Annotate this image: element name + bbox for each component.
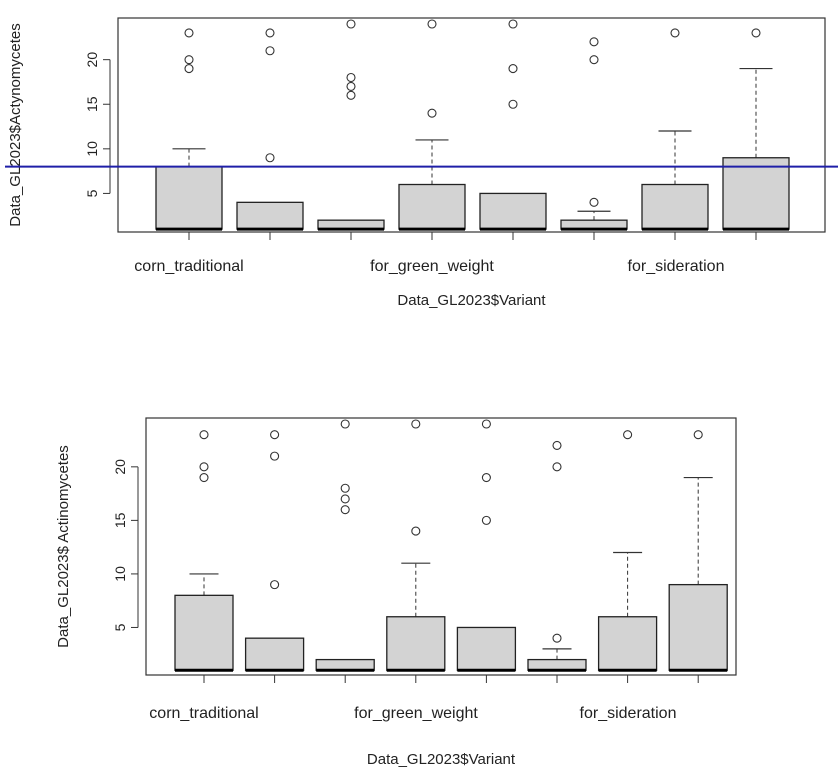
outlier-point — [265, 28, 275, 38]
y-tick-label: 10 — [112, 566, 128, 582]
plot-frame — [145, 417, 737, 676]
box-body — [722, 157, 790, 230]
outlier-point — [693, 430, 703, 440]
box-1 — [155, 28, 223, 231]
outlier-point — [199, 472, 209, 483]
box-4 — [398, 19, 466, 231]
outlier-point — [270, 430, 280, 440]
box-body — [527, 658, 587, 671]
x-tick-label: corn_traditional — [149, 705, 258, 722]
box-1 — [174, 430, 234, 672]
box-body — [315, 658, 375, 671]
y-tick-label: 15 — [112, 512, 128, 528]
box-6 — [560, 37, 628, 231]
outlier-point — [751, 28, 761, 38]
outlier-point — [589, 55, 599, 65]
outlier-point — [589, 197, 599, 207]
x-axis-title: Data_GL2023$Variant — [367, 751, 516, 768]
box-body — [398, 183, 466, 230]
box-body — [155, 166, 223, 230]
y-axis-title: Data_GL2023$Actynomycetes — [7, 23, 24, 226]
outlier-point — [411, 419, 421, 429]
boxplot-panel-2: 5 10 15 20 Data_GL2023$ Actinomycetes corn_tr… — [55, 417, 737, 768]
outlier-point — [508, 99, 518, 109]
x-tick-label: for_sideration — [580, 705, 677, 722]
box-5 — [456, 419, 517, 672]
outlier-point — [346, 90, 356, 100]
y-tick-label: 15 — [84, 96, 100, 112]
box-body — [456, 626, 517, 671]
y-axis-title: Data_GL2023$ Actinomycetes — [55, 445, 72, 648]
outlier-point — [340, 483, 350, 493]
box-3 — [315, 419, 375, 672]
outlier-point — [270, 451, 280, 461]
x-tick-label: for_green_weight — [370, 258, 494, 275]
box-4 — [386, 419, 446, 672]
plot-frame — [117, 17, 826, 233]
box-6 — [527, 440, 587, 672]
outlier-point — [346, 19, 356, 29]
box-body — [479, 192, 547, 230]
box-2 — [244, 430, 305, 672]
outlier-point — [346, 72, 356, 83]
outlier-point — [427, 108, 437, 118]
box-body — [386, 616, 446, 671]
box-body — [174, 594, 234, 671]
y-tick-label: 5 — [112, 623, 128, 631]
box-body — [641, 183, 709, 230]
outlier-point — [670, 28, 680, 38]
x-tick-label: for_sideration — [628, 258, 725, 275]
y-tick-label: 20 — [84, 52, 100, 68]
box-3 — [317, 19, 385, 231]
outlier-point — [265, 153, 275, 163]
outlier-point — [411, 526, 421, 536]
box-body — [597, 616, 658, 671]
outlier-point — [508, 19, 518, 29]
outlier-point — [427, 19, 437, 29]
outlier-point — [481, 472, 491, 483]
box-7 — [597, 430, 658, 672]
x-tick-label: corn_traditional — [134, 258, 243, 275]
outlier-point — [589, 37, 599, 47]
box-8 — [668, 430, 728, 672]
outlier-point — [184, 64, 194, 74]
box-body — [244, 637, 305, 671]
outlier-point — [623, 430, 633, 440]
outlier-point — [340, 505, 350, 515]
box-2 — [236, 28, 304, 231]
outlier-point — [346, 81, 356, 91]
outlier-point — [199, 462, 209, 472]
outlier-point — [552, 633, 562, 643]
y-tick-label: 10 — [84, 141, 100, 157]
outlier-point — [481, 515, 491, 525]
outlier-point — [552, 462, 562, 472]
boxplot-panel-1: 5 10 15 20 Data_GL2023$Actynomycetes corn_tra… — [5, 17, 838, 309]
outlier-point — [184, 28, 194, 38]
x-tick-label: for_green_weight — [354, 705, 478, 722]
box-body — [236, 201, 304, 230]
outlier-point — [340, 494, 350, 504]
outlier-point — [481, 419, 491, 429]
outlier-point — [270, 580, 280, 590]
y-tick-label: 20 — [112, 459, 128, 475]
box-body — [668, 583, 728, 671]
outlier-point — [265, 46, 275, 56]
y-tick-label: 5 — [84, 189, 100, 197]
outlier-point — [552, 440, 562, 450]
outlier-point — [184, 55, 194, 65]
outlier-point — [340, 419, 350, 429]
outlier-point — [508, 64, 518, 74]
box-7 — [641, 28, 709, 231]
x-axis-title: Data_GL2023$Variant — [397, 292, 546, 309]
box-5 — [479, 19, 547, 231]
box-8 — [722, 28, 790, 231]
outlier-point — [199, 430, 209, 440]
